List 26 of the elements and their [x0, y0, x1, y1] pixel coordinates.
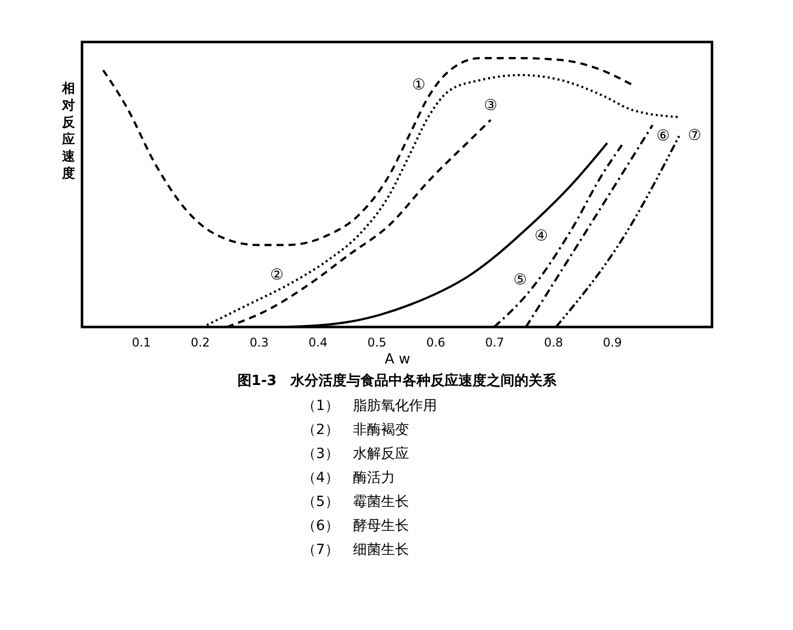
- text: （5） 霉菌生长: [302, 494, 409, 510]
- annotation: ④: [534, 226, 548, 245]
- text: （2） 非酶褐变: [302, 422, 409, 438]
- x-tick-label: 0.9: [602, 336, 622, 350]
- annotation: ⑥: [656, 126, 670, 145]
- x-tick-label: 0.6: [426, 336, 446, 350]
- x-tick-label: 0.7: [485, 336, 504, 350]
- x-axis-title: A w: [384, 352, 410, 368]
- text: 图1-3 水分活度与食品中各种反应速度之间的关系: [237, 372, 558, 389]
- annotation: ②: [270, 265, 284, 284]
- text: （6） 酵母生长: [302, 518, 409, 534]
- x-tick-label: 0.3: [250, 336, 269, 350]
- x-tick-label: 0.5: [367, 336, 386, 350]
- x-tick-label: 0.1: [132, 336, 151, 350]
- y-axis-title: 相对反应速度: [61, 82, 76, 182]
- annotation: ③: [484, 96, 498, 114]
- text: （7） 细菌生长: [302, 542, 409, 558]
- text: （1） 脂肪氧化作用: [302, 398, 437, 414]
- annotation: ⑦: [688, 126, 702, 144]
- x-tick-label: 0.8: [544, 336, 564, 350]
- annotation: ①: [412, 76, 426, 94]
- x-tick-label: 0.4: [308, 336, 328, 350]
- annotation: ⑤: [513, 270, 527, 288]
- text: （4） 酶活力: [302, 470, 395, 486]
- text: （3） 水解反应: [302, 446, 409, 462]
- x-tick-label: 0.2: [190, 336, 210, 350]
